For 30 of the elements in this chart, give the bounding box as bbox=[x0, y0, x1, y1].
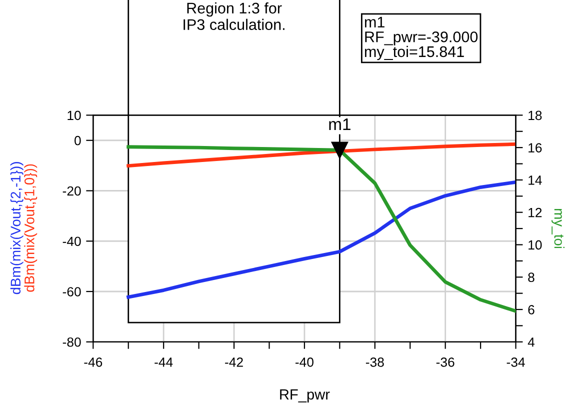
y2-tick-label: 8 bbox=[528, 272, 534, 282]
y2-tick-label: 6 bbox=[528, 305, 534, 314]
y2-tick-label: 12 bbox=[528, 208, 542, 218]
y-tick-label: -60 bbox=[62, 287, 81, 296]
x-tick-label: -34 bbox=[506, 358, 525, 367]
band-label: Region 1:3 for IP3 calculation. bbox=[184, 2, 284, 30]
y2-tick-label: 16 bbox=[528, 143, 542, 152]
y2-tick-label: 18 bbox=[528, 110, 542, 120]
y-tick-label: 0 bbox=[74, 136, 81, 146]
x-axis-title: RF_pwr bbox=[280, 389, 330, 402]
text: dBm(mix(Vout,{1,0})) bbox=[24, 164, 38, 292]
y-tick-label: 10 bbox=[68, 110, 81, 120]
y-tick-label: -80 bbox=[62, 337, 81, 347]
line-series bbox=[126, 180, 516, 299]
x-tick-label: -38 bbox=[366, 358, 384, 367]
text: m1 RF_pwr=-39.000 my_toi=15.841 bbox=[364, 16, 478, 60]
x-tick-label: -42 bbox=[225, 358, 243, 367]
line-series bbox=[126, 142, 516, 168]
y2-axis-title: my_toi bbox=[552, 209, 564, 248]
text: dBm(mix(Vout,{2,-1})) bbox=[10, 162, 24, 294]
x-tick-label: -40 bbox=[296, 358, 314, 367]
annotation: m1 bbox=[329, 118, 350, 130]
y2-tick-label: 10 bbox=[528, 240, 542, 250]
y2-tick-label: 4 bbox=[528, 338, 535, 347]
x-tick-label: -36 bbox=[436, 358, 454, 367]
x-tick-label: -46 bbox=[84, 358, 102, 367]
y2-tick-label: 14 bbox=[528, 176, 542, 185]
y-tick-label: -40 bbox=[62, 236, 81, 246]
y-tick-label: -20 bbox=[62, 186, 81, 196]
x-tick-label: -44 bbox=[154, 358, 173, 367]
